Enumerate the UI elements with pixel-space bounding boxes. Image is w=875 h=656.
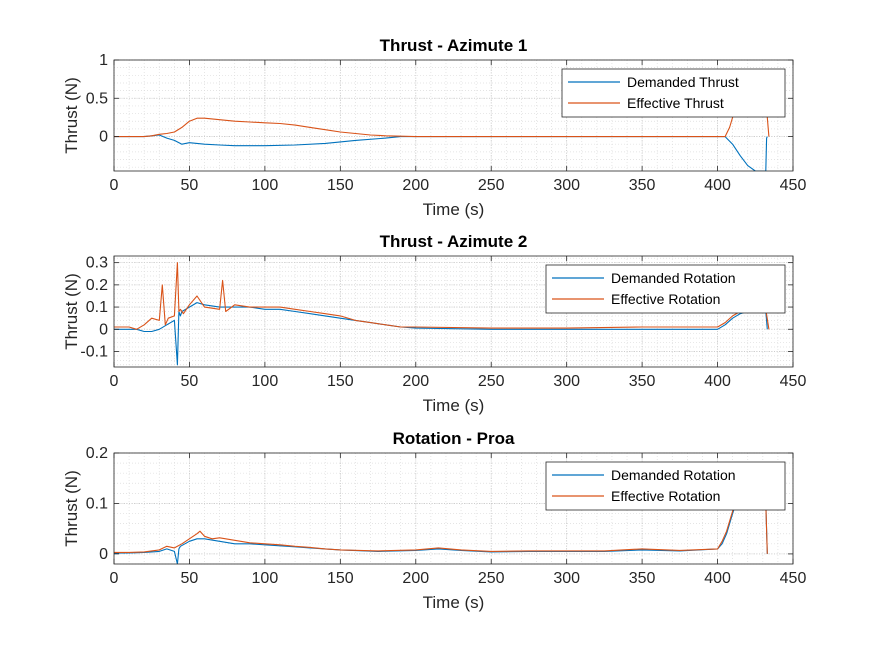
chart-title: Thrust - Azimute 2 (380, 232, 528, 251)
x-tick-label: 450 (780, 177, 807, 194)
legend-label-1: Demanded Rotation (611, 467, 736, 483)
x-tick-label: 300 (553, 177, 580, 194)
y-tick-label: 0.5 (86, 90, 108, 107)
series-line-1 (114, 134, 768, 171)
y-tick-label: 0.2 (86, 277, 108, 294)
x-tick-label: 350 (629, 177, 656, 194)
legend-label-1: Demanded Rotation (611, 270, 736, 286)
y-tick-label: 0 (99, 129, 108, 146)
chart-title: Thrust - Azimute 1 (380, 36, 528, 55)
x-tick-label: 150 (327, 177, 354, 194)
y-axis-label: Thrust (N) (62, 470, 81, 547)
legend-label-2: Effective Rotation (611, 291, 720, 307)
x-tick-label: 400 (704, 570, 731, 587)
x-tick-label: 100 (252, 570, 279, 587)
x-tick-label: 400 (704, 177, 731, 194)
x-axis-label: Time (s) (423, 593, 485, 612)
x-tick-label: 150 (327, 570, 354, 587)
y-tick-label: 0 (99, 321, 108, 338)
x-tick-label: 300 (553, 570, 580, 587)
x-axis-label: Time (s) (423, 200, 485, 219)
x-tick-label: 300 (553, 373, 580, 390)
x-axis: 0 50 100 150 200 250 300 350 400 450 (110, 60, 807, 194)
x-tick-label: 250 (478, 177, 505, 194)
x-axis: 0 50 100 150 200 250 300 350 400 450 (110, 453, 807, 587)
x-tick-label: 0 (110, 570, 119, 587)
y-axis: 00.51 (86, 52, 793, 146)
series-line-2 (114, 105, 770, 138)
chart-3: 0 50 100 150 200 250 300 350 400 450 0 0.1 0.2 Rotati… (62, 429, 806, 612)
legend-label-1: Demanded Thrust (627, 74, 739, 90)
y-axis: -0.1 0 0.1 0.2 0.3 (80, 255, 793, 360)
series-line-2 (114, 502, 768, 554)
x-tick-label: 200 (402, 373, 429, 390)
x-tick-label: 50 (181, 373, 199, 390)
y-tick-label: 0.2 (86, 445, 108, 462)
x-tick-label: 50 (181, 177, 199, 194)
x-tick-label: 250 (478, 373, 505, 390)
legend: Demanded Rotation Effective Rotation (545, 264, 786, 314)
legend-box (561, 68, 786, 118)
x-axis: 0 50 100 150 200 250 300 350 400 450 (110, 256, 807, 390)
y-tick-label: 0 (99, 546, 108, 563)
x-tick-label: 0 (110, 177, 119, 194)
axes-box (113, 255, 794, 368)
x-tick-label: 100 (252, 177, 279, 194)
legend-box (545, 461, 786, 511)
series-line-2 (114, 262, 770, 330)
y-tick-label: 1 (99, 52, 108, 69)
y-tick-label: 0.1 (86, 299, 108, 316)
legend-label-2: Effective Thrust (627, 95, 724, 111)
legend-box (545, 264, 786, 314)
x-tick-label: 350 (629, 570, 656, 587)
axes-box (113, 452, 794, 565)
y-tick-label: -0.1 (80, 343, 108, 360)
x-tick-label: 250 (478, 570, 505, 587)
x-tick-label: 450 (780, 570, 807, 587)
x-tick-label: 150 (327, 373, 354, 390)
y-tick-label: 0.1 (86, 495, 108, 512)
y-axis-label: Thrust (N) (62, 273, 81, 350)
chart-2: 0 50 100 150 200 250 300 350 400 450-0.100.10.20.… (62, 232, 806, 415)
axes-box (113, 59, 794, 172)
x-tick-label: 100 (252, 373, 279, 390)
x-tick-label: 350 (629, 373, 656, 390)
x-tick-label: 200 (402, 177, 429, 194)
y-axis: 0 0.1 0.2 (86, 445, 793, 563)
y-axis-label: Thrust (N) (62, 77, 81, 154)
x-tick-label: 450 (780, 373, 807, 390)
x-tick-label: 400 (704, 373, 731, 390)
x-axis-label: Time (s) (423, 396, 485, 415)
series-line-1 (114, 302, 768, 366)
chart-title: Rotation - Proa (393, 429, 515, 448)
legend: Demanded Rotation Effective Rotation (545, 461, 786, 511)
x-tick-label: 50 (181, 570, 199, 587)
legend-label-2: Effective Rotation (611, 488, 720, 504)
x-tick-label: 200 (402, 570, 429, 587)
x-tick-label: 0 (110, 373, 119, 390)
legend: Demanded Thrust Effective Thrust (561, 68, 786, 118)
y-tick-label: 0.3 (86, 255, 108, 272)
